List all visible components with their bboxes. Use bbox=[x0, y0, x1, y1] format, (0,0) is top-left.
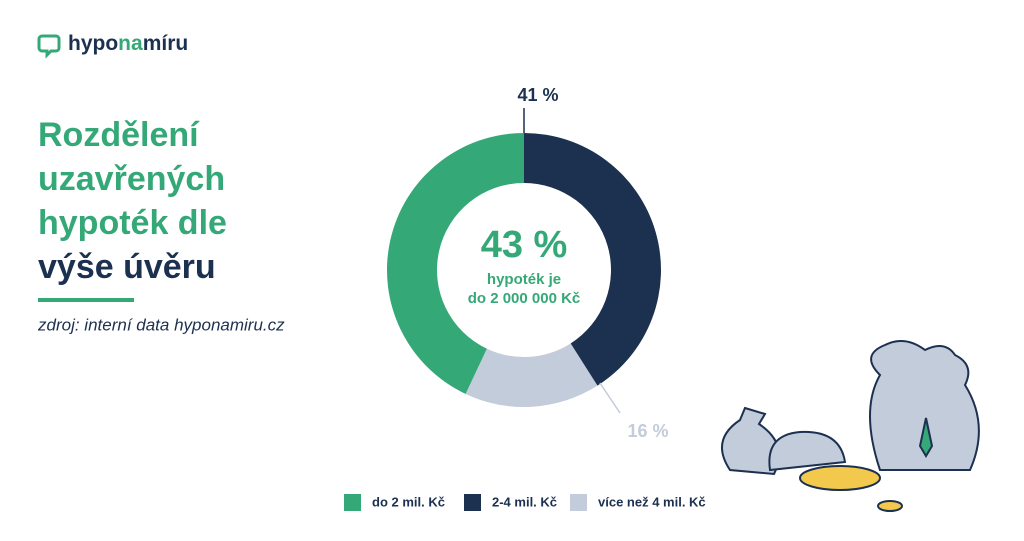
title-line: výše úvěru bbox=[38, 248, 216, 286]
title-line: hypoték dle bbox=[38, 204, 227, 242]
logo-text: hyponamíru bbox=[68, 32, 188, 55]
legend: do 2 mil. Kč 2-4 mil. Kč více než 4 mil. K… bbox=[344, 494, 706, 511]
money-bag bbox=[768, 430, 847, 472]
donut-segment bbox=[387, 133, 524, 394]
logo-part: míru bbox=[143, 32, 189, 55]
legend-label: do 2 mil. Kč bbox=[372, 494, 445, 509]
logo-part: hypo bbox=[68, 32, 118, 55]
donut-segment bbox=[465, 343, 598, 407]
title-line: Rozdělení bbox=[38, 116, 200, 154]
legend-swatch bbox=[464, 494, 481, 511]
legend-label: více než 4 mil. Kč bbox=[598, 494, 706, 509]
donut bbox=[387, 133, 661, 407]
legend-label: 2-4 mil. Kč bbox=[492, 494, 557, 509]
legend-swatch bbox=[570, 494, 587, 511]
data-label: 41 % bbox=[517, 85, 558, 105]
title-underline bbox=[38, 298, 134, 302]
bear bbox=[869, 340, 980, 471]
source: zdroj: interní data hyponamiru.cz bbox=[37, 315, 285, 334]
title: Rozdělení uzavřených hypoték dle výše úv… bbox=[38, 116, 227, 286]
tie bbox=[918, 417, 934, 458]
logo-part: na bbox=[118, 32, 143, 55]
illustration bbox=[721, 340, 980, 512]
coin bbox=[877, 500, 903, 512]
logo: hyponamíru bbox=[37, 32, 188, 59]
coins bbox=[799, 465, 881, 491]
data-label: 16 % bbox=[627, 421, 668, 441]
title-line: uzavřených bbox=[38, 160, 225, 198]
center-value: 43 % bbox=[481, 224, 568, 266]
donut-segment bbox=[524, 133, 661, 386]
leader-line bbox=[599, 382, 621, 414]
center-text: do 2 000 000 Kč bbox=[468, 290, 581, 307]
legend-swatch bbox=[344, 494, 361, 511]
logo-icon bbox=[37, 34, 61, 59]
center-text: hypoték je bbox=[487, 271, 561, 288]
